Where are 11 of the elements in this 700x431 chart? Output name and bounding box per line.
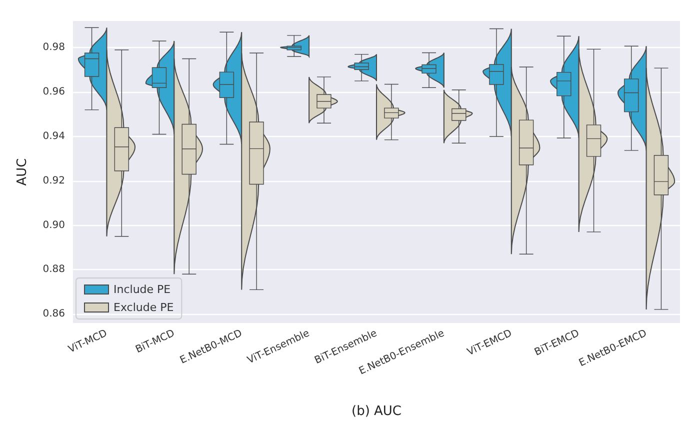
y-tick-label: 0.88 <box>42 264 65 276</box>
x-axis-title: (b) AUC <box>351 404 402 419</box>
y-tick-label: 0.86 <box>42 308 65 320</box>
legend-label: Exclude PE <box>114 301 174 314</box>
y-tick-label: 0.94 <box>42 130 65 142</box>
y-tick-label: 0.96 <box>42 86 65 98</box>
y-axis-title: AUC <box>15 158 30 186</box>
y-tick-label: 0.92 <box>42 175 65 186</box>
y-tick-label: 0.90 <box>42 220 65 231</box>
legend-label: Include PE <box>114 283 171 296</box>
y-tick-label: 0.98 <box>42 42 65 54</box>
